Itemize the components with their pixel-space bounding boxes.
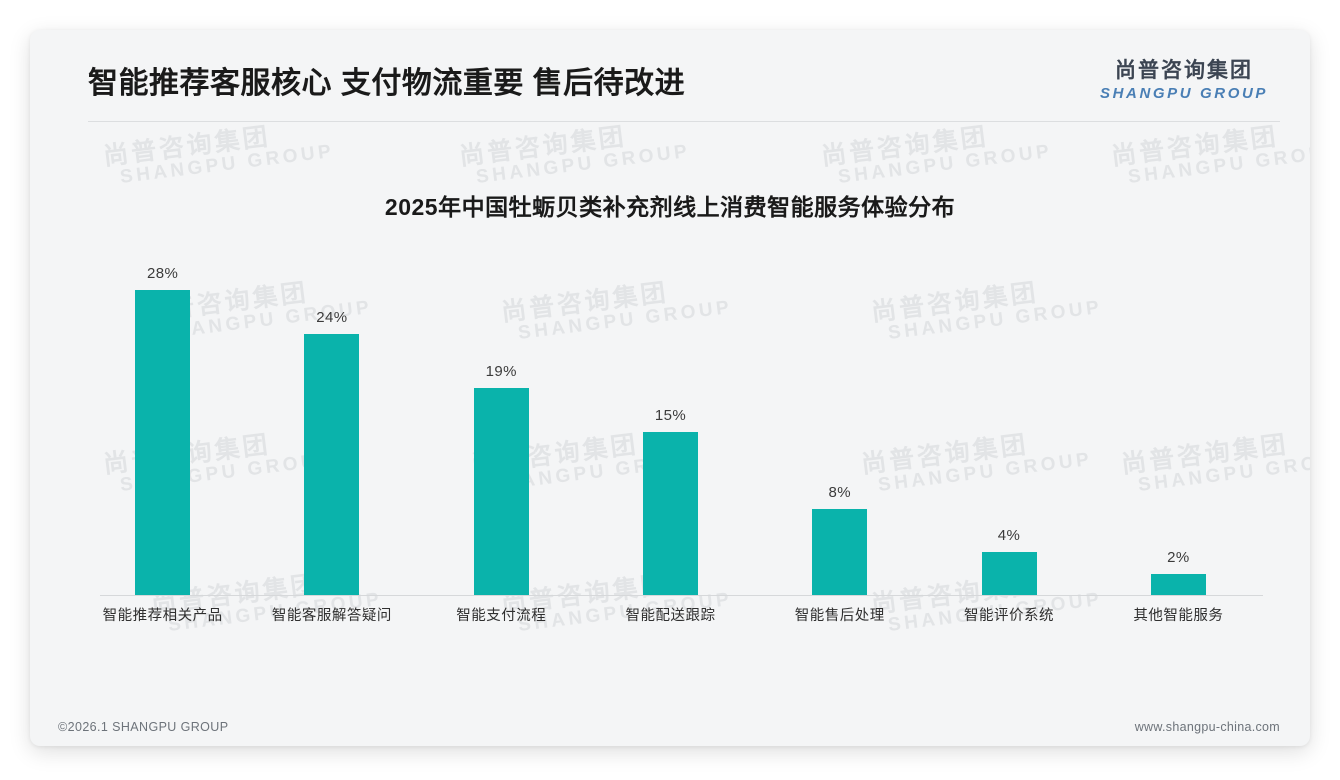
bar-column: 4%	[924, 216, 1093, 596]
bar	[304, 333, 360, 596]
brand-logo: 尚普咨询集团 SHANGPU GROUP	[1100, 60, 1268, 101]
bar-value-label: 8%	[828, 483, 851, 501]
watermark-english-text: SHANGPU GROUP	[836, 141, 1054, 189]
x-axis-label: 智能客服解答疑问	[271, 608, 392, 624]
bar	[473, 388, 529, 596]
chart-title: 2025年中国牡蛎贝类补充剂线上消费智能服务体验分布	[384, 194, 956, 220]
x-axis-label: 智能配送跟踪	[625, 608, 716, 624]
footer: ©2026.1 SHANGPU GROUP www.shangpu-china.…	[30, 712, 1310, 746]
bar	[981, 552, 1037, 596]
bar	[812, 508, 868, 596]
watermark-english-text: SHANGPU GROUP	[118, 141, 336, 189]
bar-value-label: 15%	[654, 407, 687, 424]
watermark-chinese-text: 尚普咨询集团	[819, 122, 991, 171]
x-axis-label: 其他智能服务	[1133, 608, 1224, 624]
bar-chart-plot: 28% 24% 19% 15% 8% 4% 2%	[78, 216, 1263, 596]
page-title: 智能推荐客服核心 支付物流重要 售后待改进	[88, 67, 686, 100]
x-axis-label: 智能支付流程	[456, 608, 547, 624]
x-axis-label: 智能评价系统	[964, 608, 1055, 624]
bar-column: 19%	[417, 216, 586, 596]
bar-value-label: 24%	[316, 308, 348, 326]
watermark-chinese-text: 尚普咨询集团	[101, 122, 273, 171]
x-axis-line	[100, 595, 1263, 596]
bar-column: 2%	[1094, 216, 1263, 596]
bar-column: 8%	[755, 216, 924, 596]
watermark-english-text: SHANGPU GROUP	[474, 141, 692, 189]
bar-column: 28%	[78, 216, 247, 596]
watermark-chinese-text: 尚普咨询集团	[457, 122, 629, 171]
watermark-chinese-text: 尚普咨询集团	[1109, 122, 1281, 171]
x-axis-label: 智能售后处理	[794, 608, 885, 624]
bar-column: 24%	[247, 216, 416, 596]
bar-value-label: 4%	[997, 527, 1021, 545]
slide-card: 智能推荐客服核心 支付物流重要 售后待改进 尚普咨询集团 SHANGPU GRO…	[30, 30, 1310, 746]
bar-series: 28% 24% 19% 15% 8% 4% 2%	[78, 216, 1263, 596]
bar-value-label: 2%	[1167, 549, 1190, 567]
bar-value-label: 28%	[147, 264, 179, 282]
logo-chinese-text: 尚普咨询集团	[1115, 59, 1253, 82]
x-axis-label: 智能推荐相关产品	[102, 608, 223, 624]
footer-copyright: ©2026.1 SHANGPU GROUP	[58, 720, 229, 734]
bar	[642, 432, 698, 596]
watermark-english-text: SHANGPU GROUP	[1126, 141, 1310, 189]
bar	[1150, 574, 1206, 596]
bar-value-label: 19%	[485, 363, 517, 381]
bar	[135, 289, 191, 596]
header: 智能推荐客服核心 支付物流重要 售后待改进 尚普咨询集团 SHANGPU GRO…	[30, 30, 1310, 122]
logo-english-text: SHANGPU GROUP	[1100, 85, 1268, 102]
bar-column: 15%	[586, 216, 755, 596]
header-divider	[88, 121, 1280, 122]
footer-website[interactable]: www.shangpu-china.com	[1134, 720, 1280, 734]
x-axis-labels: 智能推荐相关产品 智能客服解答疑问 智能支付流程 智能配送跟踪 智能售后处理 智能评价系统…	[78, 604, 1263, 625]
chart-area: 尚普咨询集团 SHANGPU GROUP 尚普咨询集团 SHANGPU GROUP 尚普…	[30, 122, 1310, 682]
